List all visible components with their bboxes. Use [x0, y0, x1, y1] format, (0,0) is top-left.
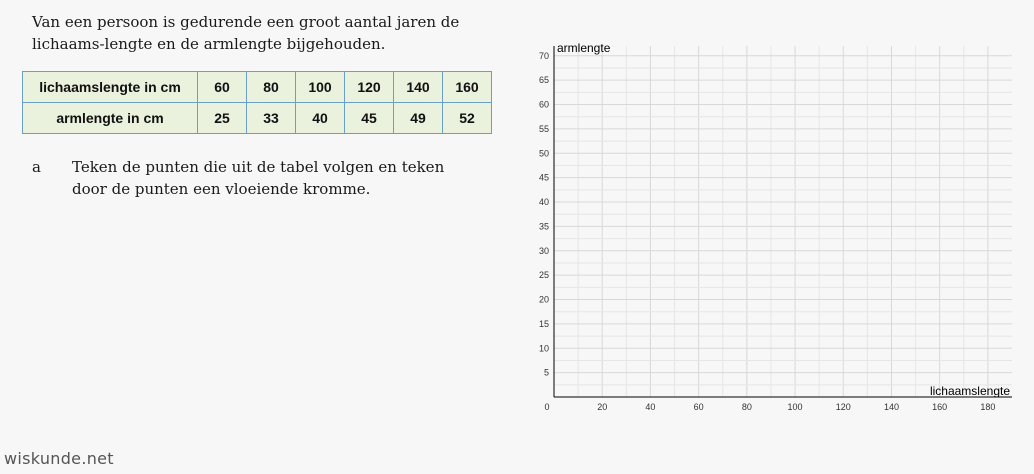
graph-grid	[554, 46, 1012, 397]
table-row-body-length: lichaamslengte in cm 60 80 100 120 140 1…	[22, 71, 492, 103]
table-cell: 120	[344, 71, 394, 103]
table-cell: 100	[295, 71, 345, 103]
row-header: lichaamslengte in cm	[22, 71, 198, 103]
y-tick-label: 50	[539, 148, 549, 158]
question-letter: a	[32, 158, 41, 176]
x-tick-label: 160	[932, 402, 947, 412]
table-cell: 60	[197, 71, 247, 103]
table-cell: 80	[246, 71, 296, 103]
y-tick-label: 70	[539, 51, 549, 61]
x-tick-label: 20	[597, 402, 607, 412]
x-axis-label: lichaamslengte	[930, 384, 1010, 398]
y-tick-label: 15	[539, 319, 549, 329]
y-tick-label: 10	[539, 343, 549, 353]
table-cell: 45	[344, 102, 394, 134]
x-tick-label: 100	[788, 402, 803, 412]
question-text: Teken de punten die uit de tabel volgen …	[72, 158, 445, 198]
row-header: armlengte in cm	[22, 102, 198, 134]
y-tick-label: 65	[539, 75, 549, 85]
x-tick-label: 60	[694, 402, 704, 412]
table-cell: 160	[442, 71, 492, 103]
x-tick-label: 0	[544, 402, 549, 412]
x-tick-labels: 0 20 40 60 80 100 120 140 160 180	[544, 402, 995, 412]
y-tick-label: 35	[539, 221, 549, 231]
empty-graph: 0 20 40 60 80 100 120 140 160 180 5 10 15 20 25 30 35 40…	[539, 41, 1012, 412]
table-cell: 40	[295, 102, 345, 134]
y-tick-label: 60	[539, 100, 549, 110]
y-tick-labels: 5 10 15 20 25 30 35 40 45 50 55 60 65 70	[539, 51, 549, 378]
x-tick-label: 180	[980, 402, 995, 412]
y-tick-label: 45	[539, 173, 549, 183]
y-tick-label: 55	[539, 124, 549, 134]
y-tick-label: 40	[539, 197, 549, 207]
y-tick-label: 20	[539, 295, 549, 305]
x-tick-label: 80	[742, 402, 752, 412]
x-tick-label: 120	[836, 402, 851, 412]
table-row-arm-length: armlengte in cm 25 33 40 45 49 52	[22, 102, 492, 134]
table-cell: 25	[197, 102, 247, 134]
footer-brand: wiskunde.net	[4, 449, 114, 468]
table-cell: 33	[246, 102, 296, 134]
y-tick-label: 25	[539, 270, 549, 280]
table-cell: 49	[393, 102, 443, 134]
x-tick-label: 140	[884, 402, 899, 412]
table-cell: 52	[442, 102, 492, 134]
x-tick-label: 40	[645, 402, 655, 412]
table-cell: 140	[393, 71, 443, 103]
intro-text: Van een persoon is gedurende een groot a…	[32, 13, 460, 53]
y-tick-label: 30	[539, 246, 549, 256]
data-table: lichaamslengte in cm 60 80 100 120 140 1…	[22, 71, 492, 134]
y-axis-label: armlengte	[557, 41, 611, 55]
y-tick-label: 5	[544, 368, 549, 378]
